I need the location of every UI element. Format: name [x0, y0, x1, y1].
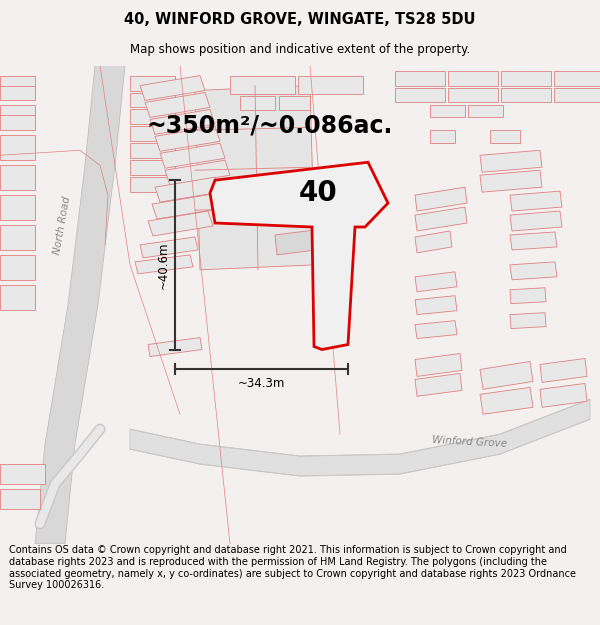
Polygon shape: [501, 88, 551, 103]
Polygon shape: [510, 232, 557, 250]
Polygon shape: [145, 92, 210, 118]
Polygon shape: [35, 66, 125, 544]
Polygon shape: [130, 177, 175, 192]
Polygon shape: [554, 71, 600, 86]
Text: 40, WINFORD GROVE, WINGATE, TS28 5DU: 40, WINFORD GROVE, WINGATE, TS28 5DU: [124, 12, 476, 27]
Polygon shape: [0, 76, 35, 101]
Polygon shape: [150, 109, 215, 134]
Polygon shape: [240, 96, 275, 111]
Polygon shape: [0, 195, 35, 220]
Polygon shape: [448, 71, 498, 86]
Text: ~350m²/~0.086ac.: ~350m²/~0.086ac.: [147, 113, 393, 138]
Polygon shape: [415, 231, 452, 253]
Text: ~40.6m: ~40.6m: [157, 241, 170, 289]
Polygon shape: [540, 359, 587, 382]
Polygon shape: [480, 150, 542, 173]
Text: Winford Grove: Winford Grove: [432, 435, 508, 449]
Polygon shape: [155, 126, 220, 151]
Polygon shape: [279, 96, 310, 111]
Polygon shape: [148, 338, 202, 356]
Polygon shape: [130, 143, 175, 158]
Polygon shape: [0, 136, 35, 160]
Polygon shape: [501, 71, 551, 86]
Polygon shape: [510, 262, 557, 280]
Polygon shape: [210, 162, 388, 349]
Polygon shape: [0, 225, 35, 250]
Polygon shape: [130, 399, 590, 476]
Polygon shape: [415, 296, 457, 314]
Polygon shape: [0, 165, 35, 190]
Polygon shape: [540, 383, 587, 408]
Polygon shape: [130, 160, 175, 175]
Polygon shape: [130, 126, 175, 141]
Polygon shape: [230, 76, 295, 94]
Polygon shape: [395, 71, 445, 86]
Polygon shape: [554, 88, 600, 103]
Polygon shape: [415, 354, 462, 376]
Polygon shape: [415, 187, 467, 211]
Polygon shape: [298, 76, 363, 94]
Text: ~34.3m: ~34.3m: [238, 377, 285, 390]
Polygon shape: [155, 177, 220, 202]
Polygon shape: [430, 131, 455, 143]
Polygon shape: [510, 211, 562, 231]
Polygon shape: [135, 255, 193, 274]
Polygon shape: [415, 272, 457, 292]
Polygon shape: [395, 88, 445, 103]
Polygon shape: [490, 131, 520, 143]
Polygon shape: [148, 211, 213, 236]
Text: 40: 40: [299, 179, 337, 207]
Polygon shape: [415, 207, 467, 231]
Text: Map shows position and indicative extent of the property.: Map shows position and indicative extent…: [130, 42, 470, 56]
Polygon shape: [140, 76, 205, 101]
Polygon shape: [430, 106, 465, 118]
Text: Contains OS data © Crown copyright and database right 2021. This information is : Contains OS data © Crown copyright and d…: [9, 546, 576, 590]
Polygon shape: [0, 285, 35, 309]
Polygon shape: [160, 143, 225, 168]
Polygon shape: [130, 92, 175, 108]
Polygon shape: [195, 86, 315, 270]
Polygon shape: [0, 255, 35, 280]
Polygon shape: [130, 109, 175, 124]
Polygon shape: [0, 464, 45, 484]
Polygon shape: [480, 361, 533, 389]
Polygon shape: [480, 388, 533, 414]
Polygon shape: [165, 160, 230, 185]
Polygon shape: [0, 106, 35, 131]
Polygon shape: [448, 88, 498, 103]
Polygon shape: [415, 373, 462, 396]
Polygon shape: [510, 288, 546, 304]
Polygon shape: [0, 489, 40, 509]
Polygon shape: [140, 237, 198, 258]
Polygon shape: [130, 76, 175, 91]
Polygon shape: [152, 194, 217, 219]
Polygon shape: [510, 191, 562, 211]
Polygon shape: [510, 312, 546, 329]
Polygon shape: [415, 321, 457, 339]
Text: North Road: North Road: [52, 195, 72, 255]
Polygon shape: [480, 170, 542, 192]
Polygon shape: [468, 106, 503, 118]
Polygon shape: [275, 230, 317, 255]
